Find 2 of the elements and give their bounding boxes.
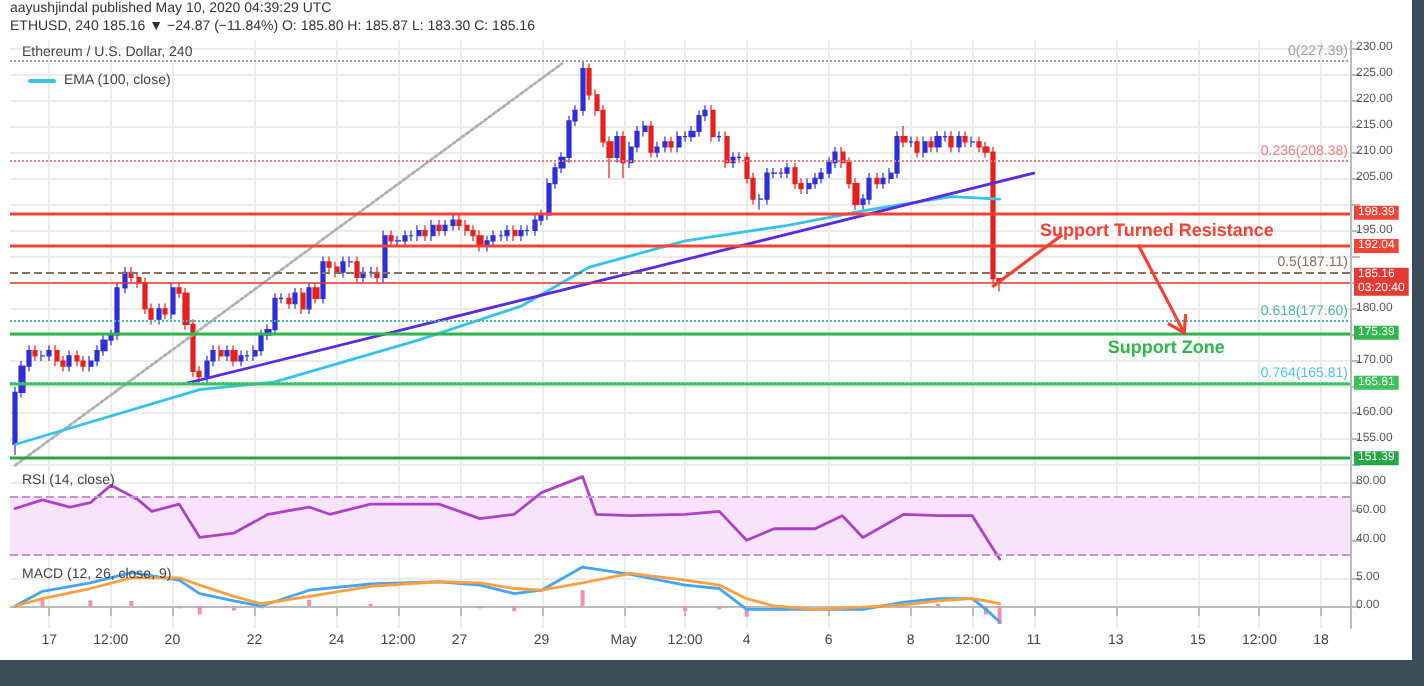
annotation: Support Zone: [1107, 336, 1225, 357]
annotation: Support Turned Resistance: [1040, 219, 1274, 240]
